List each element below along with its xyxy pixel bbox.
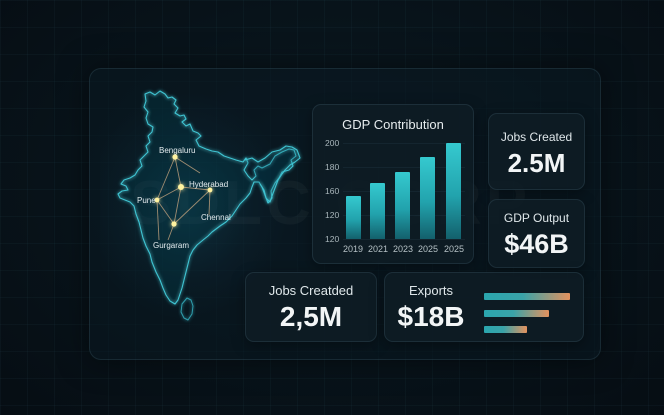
y-tick: 160: [325, 186, 340, 196]
x-tick: 2019: [342, 244, 364, 254]
gdp-output-card: GDP Output $46B: [488, 199, 585, 268]
gridline: [343, 143, 465, 144]
node-hyderabad: [207, 187, 213, 193]
jobs-created-card: Jobs Created 2.5M: [488, 113, 585, 190]
city-label-pune: Pune: [137, 196, 156, 205]
map-outline-srilanka: [180, 297, 194, 321]
map-outline-northeast: [244, 145, 301, 203]
node-pune: [154, 197, 160, 203]
exports-bar-3: [484, 326, 527, 333]
exports-bar-2: [484, 310, 549, 317]
city-nodes: [154, 154, 213, 227]
gridline: [343, 239, 465, 240]
city-label-hyderabad: Hyderabad: [189, 180, 229, 189]
exports-value: $18B: [397, 301, 465, 332]
exports-bar-1: [484, 293, 570, 300]
jobs-creatded-label: Jobs Creatded: [268, 283, 354, 298]
chart-title: GDP Contribution: [342, 117, 444, 132]
node-center: [178, 184, 184, 190]
x-tick: 2023: [392, 244, 414, 254]
bar-2019: [346, 196, 361, 239]
bar-2025b: [446, 143, 461, 239]
network-lines: [156, 156, 211, 241]
gridline: [343, 167, 465, 168]
jobs-creatded-value: 2,5M: [279, 301, 343, 332]
x-tick: 2025: [417, 244, 439, 254]
y-tick: 120: [325, 210, 340, 220]
bar-2023: [395, 172, 410, 239]
gdp-contribution-card: GDP Contribution 200 180 160 120 120 201…: [312, 104, 474, 264]
city-label-gurgaram: Gurgaram: [153, 241, 190, 250]
x-tick: 2025: [443, 244, 465, 254]
exports-card: Exports $18B: [384, 272, 584, 342]
city-label-chennai: Chennal: [201, 213, 231, 222]
map-outline: [117, 90, 297, 305]
jobs-created-label: Jobs Created: [500, 130, 573, 144]
city-label-bengaluru: Bengaluru: [159, 146, 196, 155]
y-tick: 180: [325, 162, 340, 172]
node-gurgaram: [171, 221, 177, 227]
jobs-created-value: 2.5M: [507, 148, 566, 178]
bar-2021: [370, 183, 385, 239]
gdp-output-value: $46B: [504, 229, 569, 259]
gdp-output-label: GDP Output: [503, 211, 570, 225]
y-tick: 200: [325, 138, 340, 148]
x-tick: 2021: [367, 244, 389, 254]
exports-label: Exports: [408, 283, 454, 298]
jobs-creatded-card: Jobs Creatded 2,5M: [245, 272, 377, 342]
bar-2025a: [420, 157, 435, 239]
y-tick: 120: [325, 234, 340, 244]
node-bengaluru: [172, 154, 178, 160]
